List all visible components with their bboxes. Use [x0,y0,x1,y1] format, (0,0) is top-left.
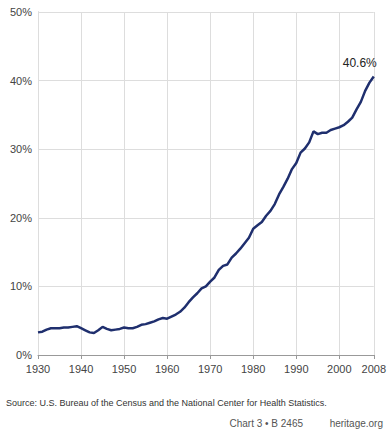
svg-text:1990: 1990 [284,363,308,375]
svg-text:50%: 50% [10,6,32,18]
svg-text:0%: 0% [16,349,32,361]
svg-text:20%: 20% [10,212,32,224]
svg-text:10%: 10% [10,280,32,292]
svg-text:1930: 1930 [26,363,50,375]
svg-text:Source: U.S. Bureau of the Cen: Source: U.S. Bureau of the Census and th… [6,398,327,408]
svg-text:1940: 1940 [69,363,93,375]
svg-text:1950: 1950 [112,363,136,375]
svg-text:40.6%: 40.6% [343,56,377,70]
svg-text:1980: 1980 [241,363,265,375]
svg-text:2000: 2000 [327,363,351,375]
svg-text:heritage.org: heritage.org [330,418,383,429]
svg-text:1970: 1970 [198,363,222,375]
svg-text:30%: 30% [10,143,32,155]
svg-text:1960: 1960 [155,363,179,375]
svg-text:Chart 3 • B 2465: Chart 3 • B 2465 [229,418,303,429]
svg-text:40%: 40% [10,75,32,87]
svg-text:2008: 2008 [362,363,386,375]
